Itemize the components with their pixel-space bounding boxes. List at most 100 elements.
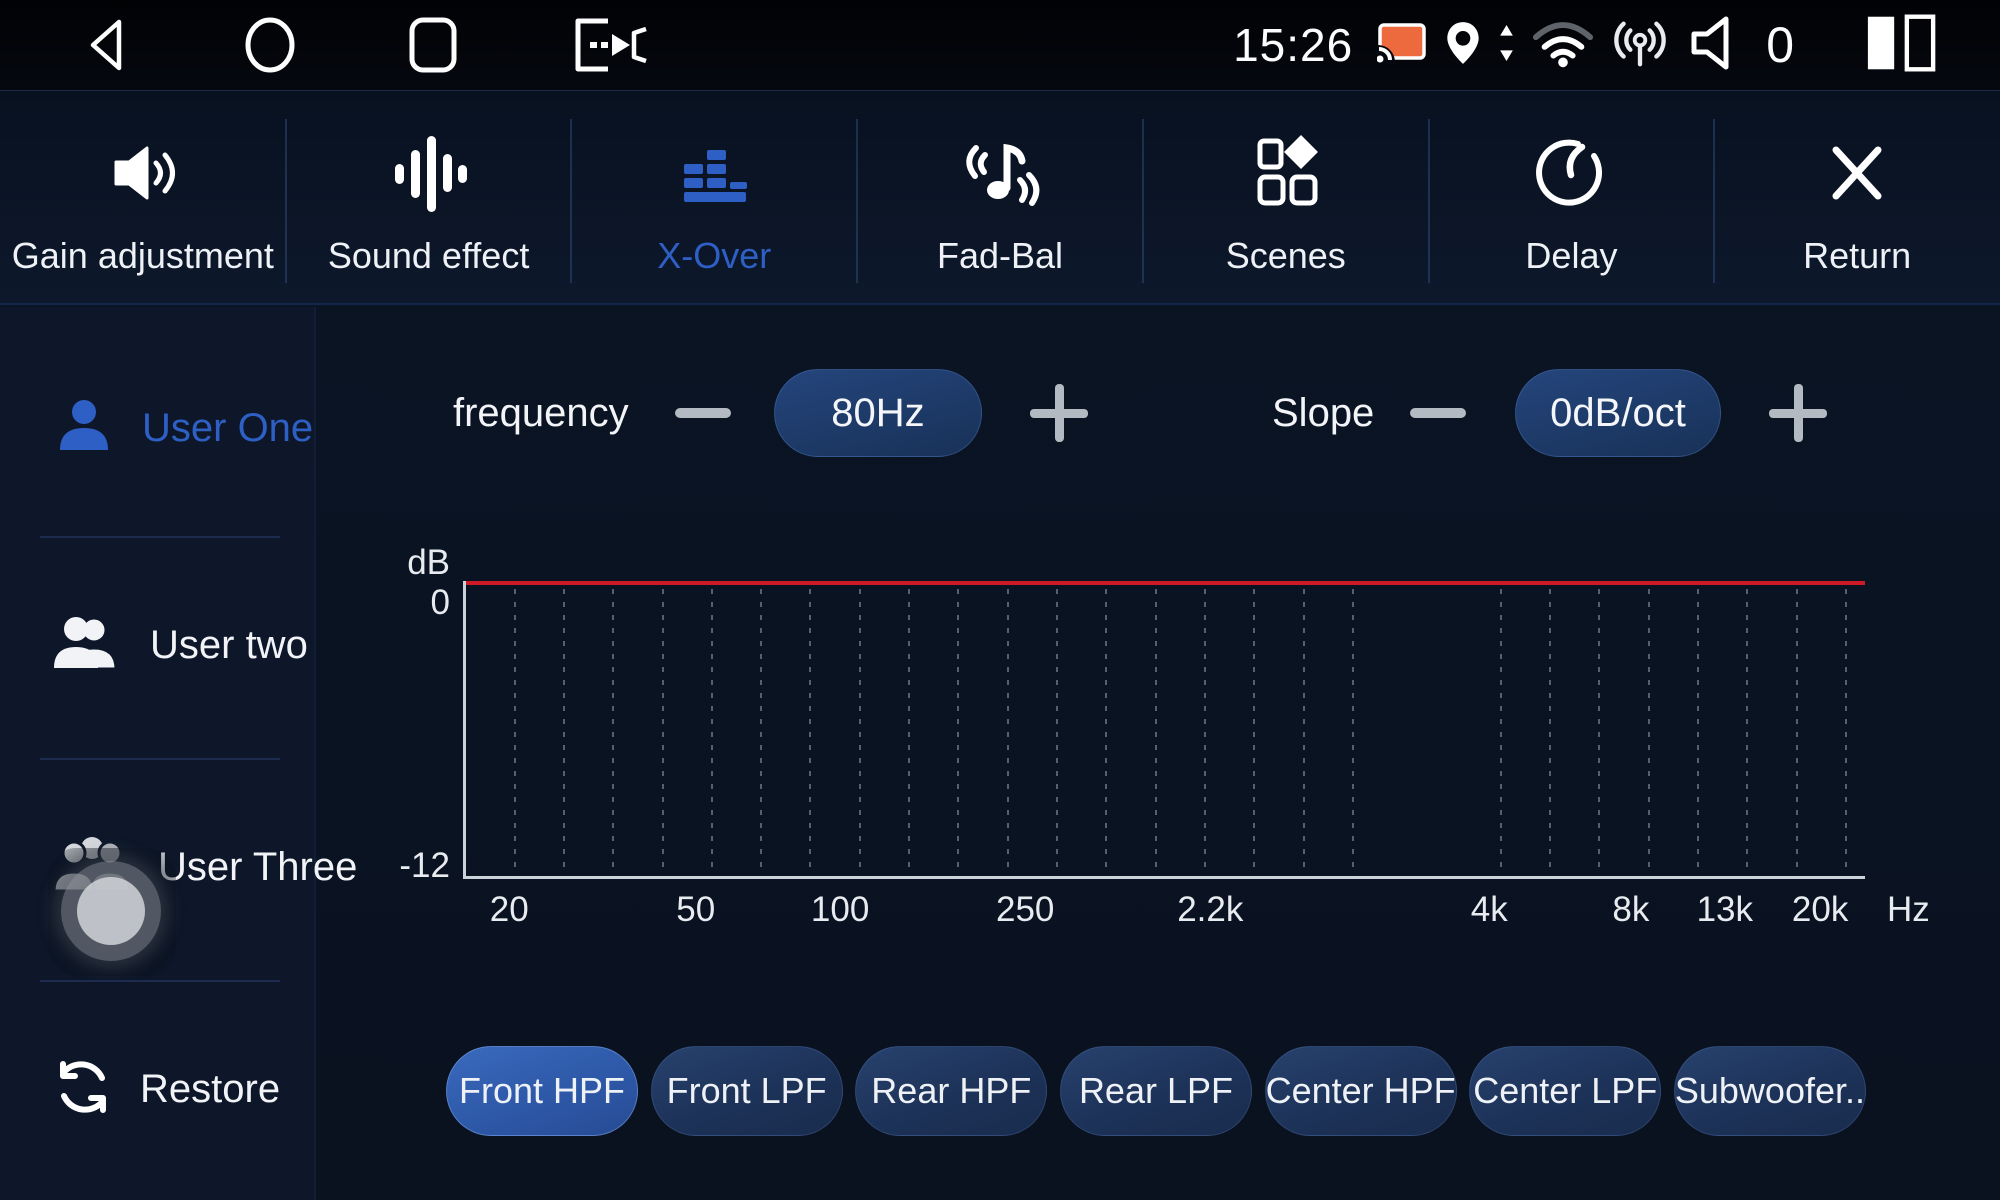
- tab-label: Gain adjustment: [11, 235, 274, 276]
- x-tick-label: 20: [489, 890, 529, 929]
- y-tick-label-minus12: -12: [399, 846, 450, 885]
- sidebar-item-label: User One: [142, 405, 314, 450]
- user-sidebar: User One User two User Three Restore: [0, 307, 357, 1200]
- tab-return[interactable]: Return: [1714, 91, 2000, 303]
- cast-icon: [1361, 22, 1427, 79]
- tab-label: Return: [1803, 235, 1912, 276]
- channel-filter-row: Front HPF Front LPF Rear HPF Rear LPF Ce…: [446, 1046, 1866, 1136]
- gridline: [1845, 589, 1848, 870]
- tab-fad-bal[interactable]: Fad-Bal: [857, 91, 1144, 303]
- sidebar-item-label: User two: [150, 622, 308, 667]
- timer-icon: [1532, 125, 1610, 221]
- tab-label: Fad-Bal: [936, 235, 1064, 276]
- frequency-increase-button[interactable]: [1030, 384, 1088, 442]
- gridline: [1351, 589, 1354, 870]
- gridline: [1253, 589, 1256, 870]
- filter-front-lpf-button[interactable]: Front LPF: [650, 1046, 843, 1136]
- gridline: [1598, 589, 1601, 870]
- back-icon[interactable]: [80, 17, 132, 73]
- x-tick-label: 50: [676, 890, 716, 929]
- tab-delay[interactable]: Delay: [1429, 91, 1716, 303]
- restore-arrows-icon: [52, 1056, 114, 1123]
- status-bar: 15:26 0: [0, 0, 2000, 90]
- frequency-value[interactable]: 80Hz: [774, 369, 982, 457]
- y-axis-unit-label: dB: [407, 543, 450, 582]
- filter-rear-lpf-button[interactable]: Rear LPF: [1059, 1046, 1252, 1136]
- slope-increase-button[interactable]: [1769, 384, 1827, 442]
- hotspot-icon: [1612, 16, 1668, 75]
- gridline: [858, 589, 861, 870]
- gridline: [1746, 589, 1749, 870]
- gridline: [710, 589, 713, 870]
- x-tick-label: 13k: [1696, 890, 1754, 929]
- split-screen-icon: [1864, 14, 1938, 77]
- tab-scenes[interactable]: Scenes: [1143, 91, 1430, 303]
- chart-plot[interactable]: [463, 581, 1865, 879]
- minus-icon: [675, 408, 731, 418]
- dsp-tab-bar: Gain adjustment Sound effect X-Over Fad-…: [0, 90, 2000, 305]
- plus-icon: [1030, 384, 1088, 442]
- y-tick-label-0: 0: [430, 583, 450, 622]
- tab-label: Scenes: [1225, 235, 1346, 276]
- x-tick-label: 100: [810, 890, 870, 929]
- clock: 15:26: [1233, 19, 1354, 71]
- sidebar-item-restore[interactable]: Restore: [0, 1024, 316, 1154]
- android-nav-buttons: [0, 15, 654, 75]
- data-arrows-icon: [1499, 24, 1514, 67]
- home-icon[interactable]: [242, 17, 298, 73]
- filter-subwoofer-button[interactable]: Subwoofer..: [1673, 1046, 1866, 1136]
- filter-center-lpf-button[interactable]: Center LPF: [1469, 1046, 1662, 1136]
- gridline: [661, 589, 664, 870]
- exit-app-icon[interactable]: [568, 15, 654, 75]
- gridline: [1549, 589, 1552, 870]
- user-single-icon: [52, 394, 116, 463]
- gridline: [1154, 589, 1157, 870]
- slope-decrease-button[interactable]: [1409, 384, 1467, 442]
- sidebar-item-label: Restore: [140, 1066, 281, 1111]
- gridline: [1697, 589, 1700, 870]
- x-tick-label: 4k: [1470, 890, 1508, 929]
- frequency-decrease-button[interactable]: [674, 384, 732, 442]
- equalizer-bars-icon: [391, 125, 467, 221]
- scenes-grid-icon: [1248, 125, 1324, 221]
- gridline: [1647, 589, 1650, 870]
- x-tick-label: 20k: [1791, 890, 1849, 929]
- filter-center-hpf-button[interactable]: Center HPF: [1264, 1046, 1457, 1136]
- tab-label: X-Over: [657, 235, 772, 276]
- tab-label: Sound effect: [327, 235, 530, 276]
- sidebar-item-user-two[interactable]: User two: [0, 580, 316, 710]
- tab-x-over[interactable]: X-Over: [571, 91, 858, 303]
- tab-sound-effect[interactable]: Sound effect: [286, 91, 573, 303]
- gridline: [612, 589, 615, 870]
- x-axis-tick-labels: Hz 20 50 100 250 2.2k 4k 8k 13k 20k: [463, 890, 1930, 930]
- recents-icon[interactable]: [408, 17, 458, 73]
- status-icons: 15:26 0: [1233, 0, 1938, 90]
- gridline: [1302, 589, 1305, 870]
- gridline: [1105, 589, 1108, 870]
- filter-front-hpf-button[interactable]: Front HPF: [446, 1046, 638, 1136]
- volume-level: 0: [1766, 17, 1794, 73]
- x-tick-label: 250: [995, 890, 1055, 929]
- plus-icon: [1769, 384, 1827, 442]
- sidebar-item-user-one[interactable]: User One: [0, 363, 316, 493]
- gridline: [513, 589, 516, 870]
- gridline: [1006, 589, 1009, 870]
- tab-gain-adjustment[interactable]: Gain adjustment: [0, 91, 287, 303]
- speaker-icon: [104, 125, 182, 221]
- sidebar-divider: [40, 536, 280, 538]
- crossover-histogram-icon: [676, 125, 752, 221]
- slope-value[interactable]: 0dB/oct: [1515, 369, 1721, 457]
- slope-label: Slope: [1272, 391, 1375, 435]
- sidebar-divider: [40, 758, 280, 760]
- gridline: [760, 589, 763, 870]
- gridline: [1499, 589, 1502, 870]
- sidebar-divider: [40, 980, 280, 982]
- filter-rear-hpf-button[interactable]: Rear HPF: [855, 1046, 1048, 1136]
- response-curve-line: [466, 581, 1865, 585]
- frequency-label: frequency: [453, 391, 629, 435]
- close-x-icon: [1824, 125, 1890, 221]
- tab-label: Delay: [1525, 235, 1618, 276]
- gridline: [1056, 589, 1059, 870]
- x-tick-label: 2.2k: [1177, 890, 1244, 929]
- minus-icon: [1410, 408, 1466, 418]
